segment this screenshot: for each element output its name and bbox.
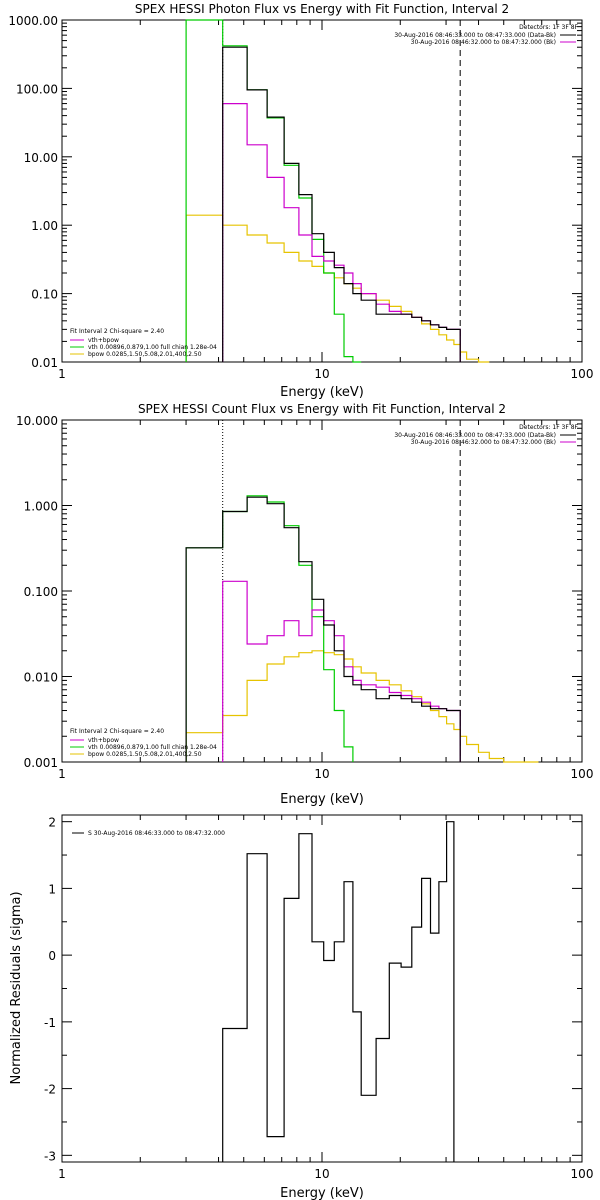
- panel1-xlabel: Energy (keV): [280, 385, 364, 400]
- series-data: [222, 821, 455, 1162]
- x-tick-label: 1: [58, 767, 66, 781]
- panel2-legend-left-1: vth+bpow: [88, 737, 119, 744]
- series-vth: [185, 19, 362, 363]
- panel1-title: SPEX HESSI Photon Flux vs Energy with Fi…: [135, 2, 509, 16]
- x-tick-label: 100: [571, 767, 594, 781]
- panel1-legend-left-3: bpow 0.0285,1.50,5.08,2.01,400,2.50: [88, 351, 202, 358]
- series-vth: [185, 495, 354, 762]
- panel2-legend-left-3: bpow 0.0285,1.50,5.08,2.01,400,2.50: [88, 751, 202, 758]
- panel1-legend-left-2: vth 0.00896,0.879,1.00 full chian 1.28e-…: [88, 344, 217, 351]
- series-data: [185, 496, 461, 762]
- panel1-legend-right-1: 30-Aug-2016 08:46:33.000 to 08:47:33.000…: [394, 32, 556, 39]
- x-tick-label: 10: [314, 367, 329, 381]
- x-tick-label: 10: [314, 1167, 329, 1181]
- panel2-legend-left-2: vth 0.00896,0.879,1.00 full chian 1.28e-…: [88, 744, 217, 751]
- y-tick-label: 0.100: [24, 585, 58, 599]
- panel2-legend-right-2: 30-Aug-2016 08:46:32.000 to 08:47:32.000…: [411, 439, 556, 446]
- y-tick-label: -2: [44, 1083, 56, 1097]
- y-tick-label: 0.10: [31, 288, 58, 302]
- y-tick-label: -3: [44, 1149, 56, 1163]
- panel2-fit-header: Fit Interval 2 Chi-square = 2.40: [70, 728, 164, 735]
- series-bpow: [185, 650, 539, 763]
- panel-residuals: 1 10 100 -3 -2 -1 0 1 2 Energy (keV) Normalized …: [9, 814, 593, 1200]
- y-tick-label: 1000.00: [8, 14, 58, 28]
- panel-photon-flux: SPEX HESSI Photon Flux vs Energy with Fi…: [8, 2, 593, 400]
- panel1-legend-left-1: vth+bpow: [88, 337, 119, 344]
- panel2-axes: 1 10 100 0.001 0.010 0.100 1.000 10.000: [16, 414, 593, 781]
- y-tick-label: 1.00: [31, 219, 58, 233]
- x-tick-label: 100: [571, 1167, 594, 1181]
- y-tick-label: 0.01: [31, 356, 58, 370]
- y-tick-label: 0.001: [24, 756, 58, 770]
- x-tick-label: 1: [58, 1167, 66, 1181]
- panel1-legend-right-2: 30-Aug-2016 08:46:32.000 to 08:47:32.000…: [411, 39, 556, 46]
- y-tick-label: 1.000: [24, 500, 58, 514]
- panel3-legend: S 30-Aug-2016 08:46:33.000 to 08:47:32.0…: [88, 830, 225, 837]
- panel1-axes: 1 10 100 0.01 0.10 1.00 10.00 100.00 1000.00: [8, 14, 593, 381]
- panel2-detectors: Detectors: 1F 3F 8F: [519, 424, 578, 431]
- y-tick-label: 10.000: [16, 414, 58, 428]
- panel2-legend-right-1: 30-Aug-2016 08:46:33.000 to 08:47:33.000…: [394, 432, 556, 439]
- series-bpow: [185, 214, 490, 363]
- panel2-series: [185, 420, 539, 763]
- panel3-frame: [61, 814, 583, 1163]
- panel2-xlabel: Energy (keV): [280, 792, 364, 807]
- panel-count-flux: SPEX HESSI Count Flux vs Energy with Fit…: [16, 402, 593, 807]
- panel3-series: [222, 821, 455, 1162]
- y-tick-label: 0: [48, 949, 56, 963]
- panel3-xlabel: Energy (keV): [280, 1186, 364, 1200]
- panel1-frame: [61, 19, 583, 363]
- y-tick-label: 1: [48, 882, 56, 896]
- x-tick-label: 100: [571, 367, 594, 381]
- panel3-axes: 1 10 100 -3 -2 -1 0 1 2: [44, 815, 593, 1181]
- y-tick-label: 10.00: [24, 151, 58, 165]
- x-tick-label: 10: [314, 767, 329, 781]
- series-total: [222, 580, 461, 762]
- series-total: [222, 103, 461, 362]
- y-tick-label: 100.00: [16, 82, 58, 96]
- panel1-detectors: Detectors: 1F 3F 8F: [519, 24, 578, 31]
- panel1-series: [185, 19, 490, 363]
- panel1-fit-header: Fit Interval 2 Chi-square = 2.40: [70, 328, 164, 335]
- y-tick-label: -1: [44, 1016, 56, 1030]
- panel2-frame: [61, 419, 583, 763]
- panel3-ylabel: Normalized Residuals (sigma): [9, 891, 24, 1084]
- series-data: [222, 46, 461, 362]
- panel2-title: SPEX HESSI Count Flux vs Energy with Fit…: [138, 402, 506, 416]
- y-tick-label: 2: [48, 816, 56, 830]
- y-tick-label: 0.010: [24, 671, 58, 685]
- x-tick-label: 1: [58, 367, 66, 381]
